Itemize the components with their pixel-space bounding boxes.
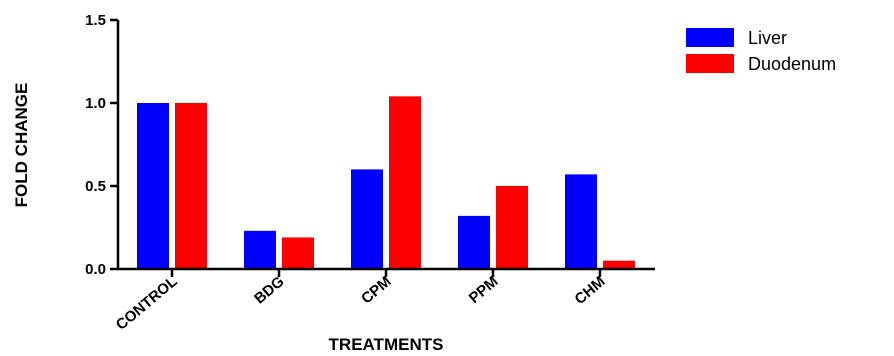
bar-liver-control xyxy=(137,103,169,269)
plot-area xyxy=(137,96,635,269)
legend-label-liver: Liver xyxy=(748,28,787,48)
x-tick-label: CPM xyxy=(358,273,394,307)
legend-swatch-liver xyxy=(686,28,734,47)
x-tick-label: CONTROL xyxy=(113,273,181,334)
bar-liver-cpm xyxy=(351,169,383,269)
x-tick-label: PPM xyxy=(466,273,502,307)
bar-duodenum-control xyxy=(175,103,207,269)
y-tick-label: 0.0 xyxy=(85,261,106,278)
x-tick-label: CHM xyxy=(571,273,608,308)
bar-liver-chm xyxy=(565,174,597,269)
x-axis-title: TREATMENTS xyxy=(329,335,444,354)
bar-duodenum-cpm xyxy=(389,96,421,269)
y-axis-title: FOLD CHANGE xyxy=(12,83,31,208)
y-tick-label: 0.5 xyxy=(85,178,106,195)
bar-duodenum-ppm xyxy=(496,186,528,269)
legend-label-duodenum: Duodenum xyxy=(748,54,836,74)
x-tick-label: BDG xyxy=(251,273,287,307)
bar-duodenum-bdg xyxy=(282,237,314,269)
bar-liver-bdg xyxy=(244,230,276,269)
bar-duodenum-chm xyxy=(603,260,635,269)
legend: Liver Duodenum xyxy=(686,28,836,74)
bar-liver-ppm xyxy=(458,215,490,269)
legend-swatch-duodenum xyxy=(686,54,734,73)
y-tick-label: 1.0 xyxy=(85,95,106,112)
y-tick-label: 1.5 xyxy=(85,12,106,29)
